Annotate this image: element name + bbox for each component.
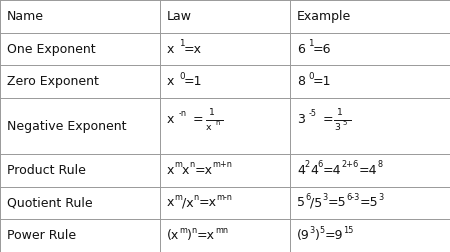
- Text: 3: 3: [323, 193, 328, 202]
- Text: m: m: [174, 160, 182, 169]
- Text: n: n: [194, 193, 198, 202]
- Text: 8: 8: [297, 75, 305, 88]
- Text: 1: 1: [308, 39, 314, 48]
- Text: Quotient Rule: Quotient Rule: [7, 196, 92, 209]
- Text: n: n: [189, 160, 194, 169]
- Text: =4: =4: [323, 164, 342, 177]
- Text: 3: 3: [310, 226, 315, 235]
- Text: =5: =5: [360, 196, 378, 209]
- Text: n: n: [215, 120, 220, 126]
- Text: m: m: [179, 226, 187, 235]
- Text: /x: /x: [182, 196, 194, 209]
- Text: Negative Exponent: Negative Exponent: [7, 119, 126, 133]
- Text: 3: 3: [378, 193, 383, 202]
- Text: =x: =x: [197, 229, 215, 242]
- Text: 5: 5: [343, 120, 347, 126]
- Text: 15: 15: [343, 226, 354, 235]
- Text: =5: =5: [328, 196, 346, 209]
- Text: x: x: [166, 43, 174, 56]
- Text: =x: =x: [184, 43, 202, 56]
- Text: 6: 6: [305, 193, 310, 202]
- Text: x: x: [182, 164, 189, 177]
- Text: ): ): [187, 229, 192, 242]
- Text: =9: =9: [325, 229, 343, 242]
- Text: =6: =6: [313, 43, 331, 56]
- Text: Name: Name: [7, 10, 44, 23]
- Text: Zero Exponent: Zero Exponent: [7, 75, 99, 88]
- Text: Law: Law: [166, 10, 192, 23]
- Text: One Exponent: One Exponent: [7, 43, 95, 56]
- Text: =4: =4: [359, 164, 378, 177]
- Text: 3: 3: [334, 123, 340, 132]
- Text: (9: (9: [297, 229, 310, 242]
- Text: 6: 6: [297, 43, 305, 56]
- Text: 1: 1: [336, 108, 342, 117]
- Text: =: =: [322, 113, 333, 126]
- Text: 0: 0: [179, 72, 185, 81]
- Text: 2+6: 2+6: [342, 160, 359, 169]
- Text: /5: /5: [310, 196, 323, 209]
- Text: m: m: [174, 193, 182, 202]
- Text: 2: 2: [305, 160, 310, 169]
- Text: ): ): [315, 229, 320, 242]
- Text: 5: 5: [320, 226, 325, 235]
- Text: (x: (x: [166, 229, 179, 242]
- Text: 4: 4: [297, 164, 305, 177]
- Text: Power Rule: Power Rule: [7, 229, 76, 242]
- Text: 3: 3: [297, 113, 305, 126]
- Text: 8: 8: [378, 160, 382, 169]
- Text: Product Rule: Product Rule: [7, 164, 86, 177]
- Text: 4: 4: [310, 164, 318, 177]
- Text: 1: 1: [208, 108, 214, 117]
- Text: m-n: m-n: [216, 193, 233, 202]
- Text: m+n: m+n: [212, 160, 232, 169]
- Text: 5: 5: [297, 196, 305, 209]
- Text: x: x: [166, 75, 174, 88]
- Text: x: x: [166, 196, 174, 209]
- Text: 0: 0: [308, 72, 314, 81]
- Text: =: =: [193, 113, 203, 126]
- Text: n: n: [192, 226, 197, 235]
- Text: 6-3: 6-3: [346, 193, 360, 202]
- Text: x: x: [166, 113, 174, 126]
- Text: mn: mn: [215, 226, 228, 235]
- Text: x: x: [206, 123, 211, 132]
- Text: Example: Example: [297, 10, 351, 23]
- Text: 1: 1: [179, 39, 184, 48]
- Text: =1: =1: [184, 75, 202, 88]
- Text: =x: =x: [194, 164, 212, 177]
- Text: 6: 6: [318, 160, 323, 169]
- Text: -n: -n: [179, 109, 187, 118]
- Text: =x: =x: [198, 196, 216, 209]
- Text: -5: -5: [308, 109, 316, 118]
- Text: x: x: [166, 164, 174, 177]
- Text: =1: =1: [313, 75, 331, 88]
